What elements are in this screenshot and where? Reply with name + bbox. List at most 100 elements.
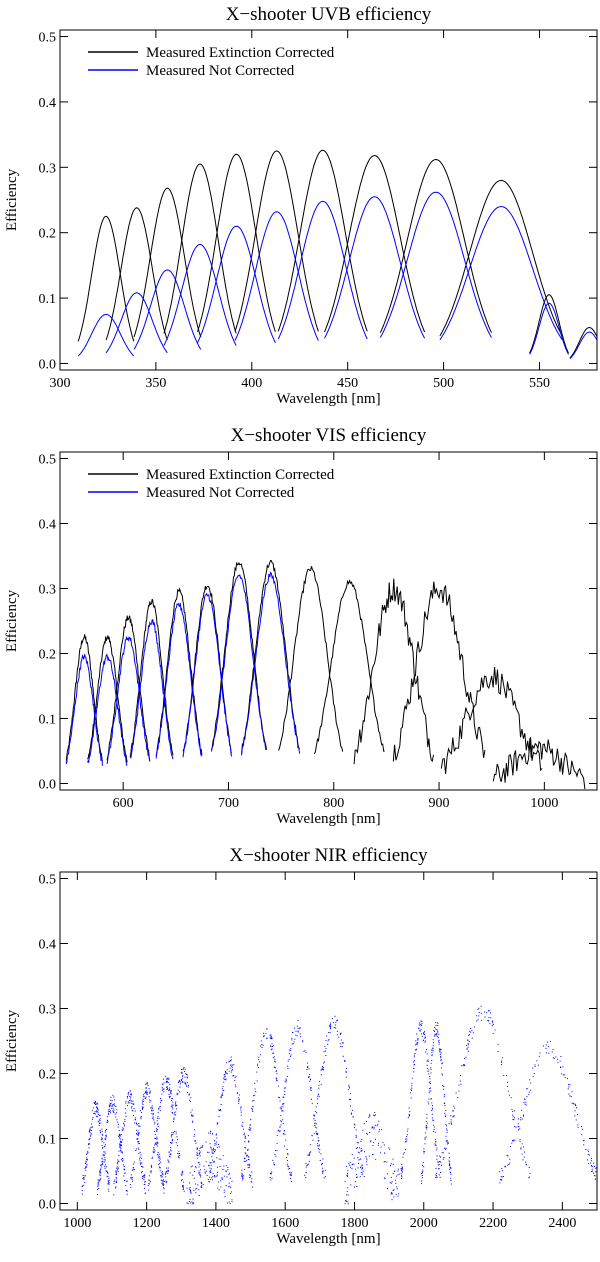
nir-point bbox=[122, 1130, 124, 1131]
nir-point bbox=[285, 1139, 287, 1141]
nir-point bbox=[171, 1134, 173, 1136]
nir-point bbox=[452, 1110, 454, 1112]
nir-point bbox=[233, 1064, 235, 1066]
nir-point bbox=[411, 1082, 413, 1084]
nir-point bbox=[344, 1060, 345, 1062]
nir-point bbox=[212, 1173, 214, 1175]
nir-point bbox=[439, 1053, 441, 1055]
nir-point bbox=[138, 1152, 140, 1154]
nir-point bbox=[121, 1139, 123, 1141]
nir-point bbox=[101, 1131, 103, 1133]
nir-point bbox=[142, 1108, 143, 1109]
nir-point bbox=[323, 1051, 325, 1053]
nir-point bbox=[315, 1106, 317, 1108]
nir-point bbox=[223, 1078, 225, 1080]
nir-point bbox=[418, 1024, 420, 1026]
nir-point bbox=[169, 1095, 171, 1097]
nir-point bbox=[174, 1130, 176, 1132]
nir-point bbox=[251, 1108, 253, 1110]
series-not-corrected-order-5 bbox=[182, 592, 233, 758]
nir-point bbox=[283, 1130, 285, 1132]
nir-point bbox=[192, 1203, 194, 1205]
nir-point bbox=[488, 1010, 489, 1012]
nir-point bbox=[148, 1189, 150, 1191]
nir-point bbox=[156, 1130, 158, 1132]
nir-point bbox=[306, 1069, 308, 1070]
nir-point bbox=[355, 1136, 357, 1138]
nir-point bbox=[299, 1026, 301, 1028]
nir-point bbox=[489, 1012, 491, 1014]
nir-point bbox=[287, 1075, 289, 1077]
nir-point bbox=[248, 1141, 250, 1143]
nir-point bbox=[585, 1149, 587, 1150]
nir-point bbox=[147, 1085, 149, 1086]
nir-point bbox=[165, 1182, 167, 1184]
nir-point bbox=[172, 1104, 174, 1106]
nir-point bbox=[172, 1101, 174, 1103]
nir-point bbox=[170, 1142, 171, 1143]
nir-point bbox=[208, 1165, 209, 1167]
nir-point bbox=[345, 1071, 347, 1073]
nir-point bbox=[317, 1095, 319, 1097]
nir-point bbox=[439, 1051, 441, 1053]
nir-point bbox=[384, 1161, 386, 1162]
series-corrected-order-3 bbox=[163, 163, 237, 334]
nir-point bbox=[317, 1145, 319, 1147]
nir-point bbox=[313, 1118, 315, 1120]
series-not-corrected-order-3 bbox=[163, 243, 237, 346]
nir-point bbox=[155, 1143, 157, 1145]
nir-point bbox=[366, 1121, 367, 1122]
y-tick-label: 0.3 bbox=[39, 583, 57, 598]
nir-point bbox=[219, 1110, 221, 1111]
nir-point bbox=[244, 1137, 246, 1139]
nir-point bbox=[200, 1146, 202, 1148]
nir-point bbox=[162, 1181, 164, 1183]
nir-point bbox=[105, 1171, 107, 1173]
nir-point bbox=[87, 1151, 89, 1153]
nir-point bbox=[109, 1103, 111, 1105]
nir-point bbox=[528, 1091, 530, 1093]
nir-point bbox=[423, 1032, 425, 1034]
nir-point bbox=[468, 1034, 470, 1036]
nir-point bbox=[321, 1162, 323, 1164]
nir-point bbox=[192, 1202, 194, 1204]
nir-point bbox=[186, 1073, 188, 1075]
nir-point bbox=[127, 1094, 129, 1096]
nir-point bbox=[223, 1191, 225, 1193]
nir-point bbox=[105, 1135, 107, 1137]
nir-point bbox=[135, 1122, 137, 1124]
nir-point bbox=[471, 1037, 473, 1039]
nir-point bbox=[133, 1108, 135, 1109]
nir-point bbox=[177, 1145, 178, 1147]
nir-point bbox=[183, 1187, 184, 1189]
nir-point bbox=[193, 1190, 195, 1192]
nir-point bbox=[319, 1080, 321, 1082]
nir-point bbox=[118, 1134, 120, 1136]
series-corrected-order-9 bbox=[439, 179, 563, 337]
nir-point bbox=[324, 1176, 326, 1178]
nir-point bbox=[160, 1098, 161, 1099]
nir-point bbox=[392, 1173, 394, 1174]
nir-point bbox=[209, 1181, 211, 1183]
nir-point bbox=[99, 1117, 101, 1119]
nir-point bbox=[127, 1097, 128, 1099]
nir-point bbox=[223, 1076, 225, 1078]
nir-point bbox=[97, 1112, 99, 1114]
nir-point bbox=[432, 1047, 434, 1049]
nir-point bbox=[345, 1067, 347, 1069]
nir-point bbox=[362, 1170, 364, 1172]
nir-point bbox=[393, 1196, 395, 1198]
nir-point bbox=[212, 1133, 213, 1135]
nir-point bbox=[108, 1182, 110, 1184]
nir-point bbox=[372, 1154, 373, 1156]
nir-point bbox=[415, 1049, 417, 1051]
nir-point bbox=[113, 1181, 115, 1182]
nir-point bbox=[130, 1096, 132, 1098]
nir-point bbox=[423, 1148, 425, 1150]
nir-point bbox=[408, 1114, 410, 1115]
nir-point bbox=[327, 1043, 329, 1045]
nir-point bbox=[435, 1022, 437, 1024]
nir-point bbox=[158, 1160, 160, 1162]
nir-point bbox=[134, 1122, 136, 1124]
nir-point bbox=[145, 1087, 147, 1089]
